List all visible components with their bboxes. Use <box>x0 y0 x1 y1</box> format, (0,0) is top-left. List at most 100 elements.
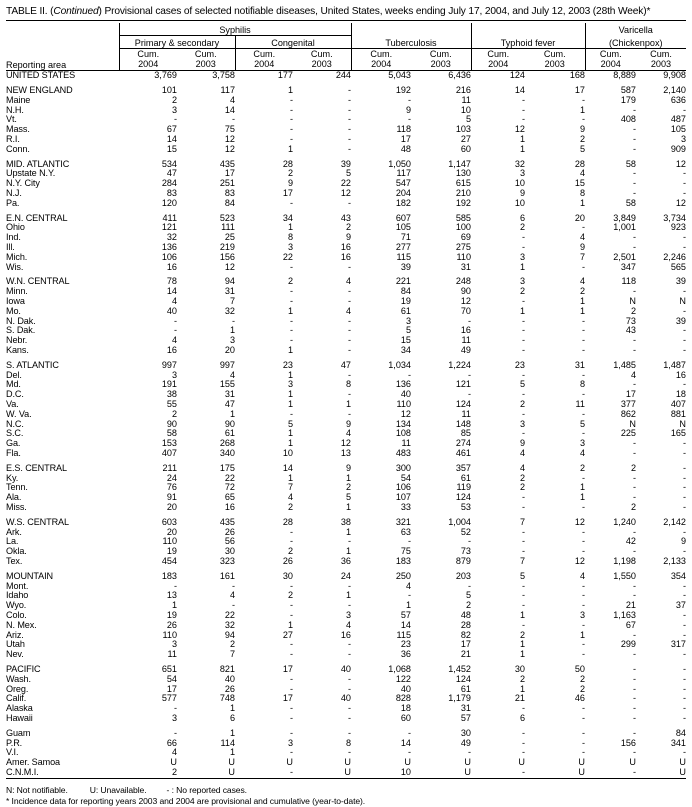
data-cell: 14 <box>166 286 177 297</box>
data-cell: 7 <box>229 296 235 307</box>
data-cell: 8 <box>579 379 585 390</box>
data-cell: 4 <box>579 232 585 243</box>
data-cell: - <box>289 134 293 145</box>
data-cell: U <box>286 757 293 768</box>
data-cell: 10 <box>400 766 411 777</box>
data-cell: 63 <box>400 526 411 537</box>
footnote-legend-line: N: Not notifiable. U: Unavailable. - : No … <box>6 785 692 796</box>
data-cell: - <box>347 389 351 400</box>
data-cell: 284 <box>161 178 177 189</box>
data-cell: 5 <box>519 570 525 581</box>
data-cell: 38 <box>340 516 351 527</box>
data-cell: - <box>521 369 525 380</box>
data-cell: - <box>581 526 585 537</box>
reporting-area-cell: N. Dak. <box>6 315 36 326</box>
table-row: UNITED STATES 3,769 3,758 177 244 5,043 6,436 1… <box>6 70 686 81</box>
data-cell: - <box>632 482 636 493</box>
data-cell: 2 <box>630 305 636 316</box>
data-cell: 49 <box>460 737 471 748</box>
data-cell: 12 <box>675 158 686 169</box>
table-row: Ohio 121 111 1 2 105 100 2-1,001 923 <box>6 223 686 233</box>
data-cell: 5 <box>287 418 293 429</box>
data-cell: 2 <box>519 482 525 493</box>
col-header-bottom: 2004 <box>488 59 509 70</box>
data-cell: - <box>632 447 636 458</box>
table-row: Mo. 40 32 1 4 61 70 1 1 2 - <box>6 305 686 317</box>
data-cell: 2 <box>579 286 585 297</box>
reporting-area-cell: N.H. <box>6 104 24 115</box>
data-cell: U <box>679 766 686 777</box>
reporting-area-cell: Ky. <box>6 472 19 483</box>
data-cell: 11 <box>575 399 585 409</box>
data-cell: 66 <box>166 737 177 748</box>
data-cell: 10 <box>514 197 525 208</box>
data-cell: - <box>347 712 351 723</box>
data-cell: - <box>632 747 636 758</box>
data-cell: 2 <box>630 501 636 512</box>
data-cell: 523 <box>219 212 235 223</box>
reporting-area-cell: Upstate N.Y. <box>6 168 56 179</box>
data-cell: - <box>347 197 351 208</box>
reporting-area-cell: MID. ATLANTIC <box>6 158 70 169</box>
data-cell: 106 <box>395 482 411 493</box>
data-cell: 168 <box>525 70 585 81</box>
reporting-area-cell: NEW ENGLAND <box>6 85 73 96</box>
data-cell: - <box>581 222 585 233</box>
data-cell: 435 <box>219 158 235 169</box>
data-cell: 4 <box>579 447 585 458</box>
table-row: Utah 3 2 - - 23 17 1 - 299 317 <box>6 640 686 650</box>
data-cell: 341 <box>670 737 686 748</box>
data-cell: 435 <box>219 516 235 527</box>
data-cell: 17 <box>282 663 293 674</box>
data-cell: - <box>521 94 525 105</box>
data-cell: - <box>289 114 293 125</box>
data-cell: - <box>289 673 293 684</box>
data-cell: 32 <box>514 158 525 169</box>
data-cell: 119 <box>456 482 472 493</box>
data-cell: - <box>521 747 525 758</box>
data-cell: 11 <box>461 94 471 105</box>
data-cell: 2 <box>287 168 293 179</box>
data-cell: U <box>518 757 525 768</box>
data-cell: 3,769 <box>119 70 177 81</box>
data-cell: 12 <box>675 197 686 208</box>
data-cell: 1 <box>345 501 351 512</box>
table-footer <box>6 777 686 782</box>
data-cell: - <box>347 536 351 547</box>
table-row: Del. 3 4 1 - - - - - 4 16 <box>6 369 686 381</box>
table-row: Mont. - - - - 4 - - - - - <box>6 581 686 591</box>
data-cell: 1 <box>345 590 351 601</box>
data-cell: 73 <box>625 315 636 326</box>
data-cell: 2 <box>171 94 177 105</box>
data-cell: - <box>231 114 235 125</box>
data-cell: 216 <box>455 85 471 96</box>
data-cell: 72 <box>224 482 235 493</box>
data-cell: 10 <box>460 104 471 115</box>
data-cell: 16 <box>340 629 351 640</box>
data-cell: 547 <box>395 178 411 189</box>
data-cell: 2 <box>287 276 293 287</box>
data-cell: 130 <box>455 168 471 179</box>
data-cell: - <box>682 232 686 243</box>
data-cell: 9 <box>519 188 525 199</box>
data-cell: - <box>682 673 686 684</box>
data-cell: - <box>467 536 471 547</box>
data-cell: 36 <box>340 555 351 566</box>
data-cell: - <box>289 124 293 135</box>
data-cell: - <box>632 178 636 189</box>
data-cell: 67 <box>625 619 636 630</box>
data-cell: 3 <box>519 418 525 429</box>
data-cell: U <box>629 757 636 768</box>
data-cell: 117 <box>220 85 236 96</box>
table-body: UNITED STATES 3,769 3,758 177 244 5,043 6,436 1… <box>6 70 686 778</box>
data-cell: 34 <box>400 345 411 356</box>
data-cell: 6 <box>519 212 525 223</box>
data-cell: 12 <box>514 124 525 135</box>
data-cell: 1 <box>287 389 293 400</box>
data-cell: - <box>632 379 636 390</box>
data-cell: 1 <box>229 747 235 758</box>
header-cum-row: Cum. 2004 Cum. 2003 Cum. 2004 Cum. 2003 Cum.… <box>6 48 686 71</box>
data-cell: 997 <box>161 359 177 370</box>
data-cell: - <box>231 580 235 591</box>
data-cell: 4 <box>345 619 351 630</box>
